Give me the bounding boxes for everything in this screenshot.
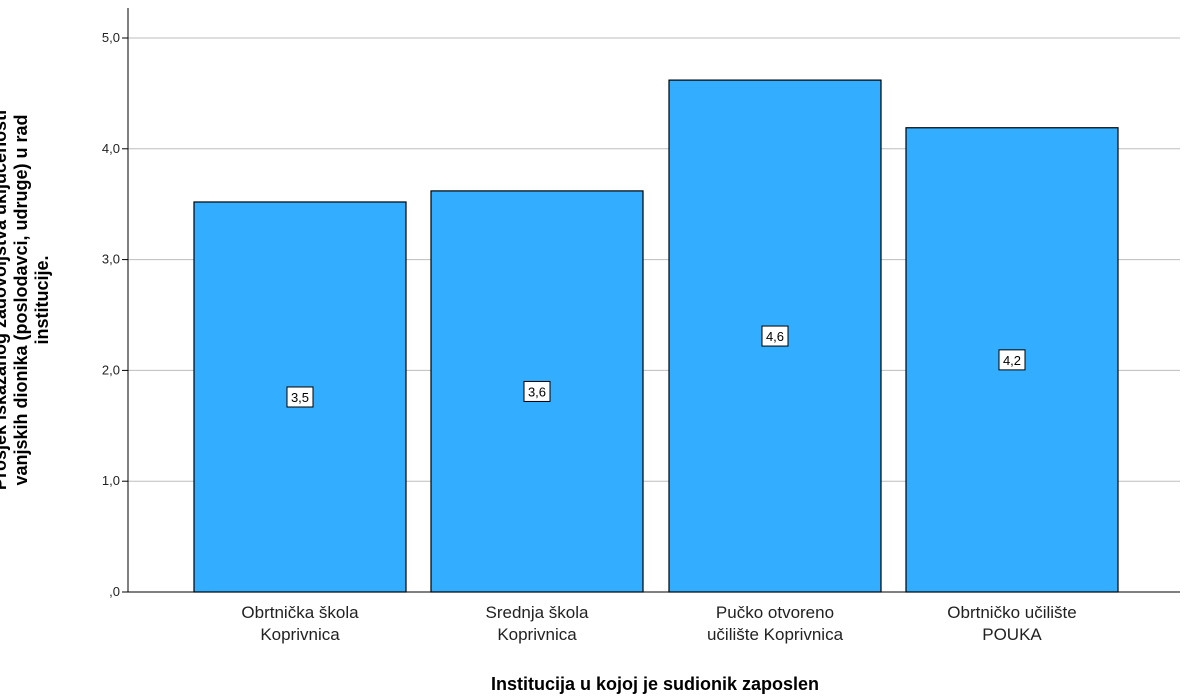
x-tick-label: Obrtnička škola [241, 603, 359, 622]
data-label: 4,2 [1003, 353, 1021, 368]
data-labels: 3,5 3,6 4,6 4,2 [286, 325, 1026, 408]
y-tick-label: 2,0 [102, 362, 120, 377]
data-label: 3,5 [291, 390, 309, 405]
x-tick-label: Srednja škola [485, 603, 589, 622]
data-label: 3,6 [528, 384, 546, 399]
x-axis-title: Institucija u kojoj je sudionik zaposlen [491, 674, 819, 694]
data-label-box [523, 380, 551, 402]
x-tick-label: Obrtničko učilište [947, 603, 1076, 622]
y-tick-label: 3,0 [102, 252, 120, 267]
x-tick-labels: Obrtnička škola Koprivnica Srednja škola Ko… [241, 603, 1076, 644]
bars [193, 79, 1119, 593]
axes [122, 8, 1180, 593]
x-tick-label: Pučko otvoreno [716, 603, 834, 622]
y-tick-label: ,0 [109, 584, 120, 599]
y-tick-label: 4,0 [102, 141, 120, 156]
y-tick-label: 5,0 [102, 30, 120, 45]
y-tick-label: 1,0 [102, 473, 120, 488]
data-label-box [761, 325, 789, 347]
x-tick-label: učilište Koprivnica [707, 625, 844, 644]
x-tick-label: Koprivnica [497, 625, 577, 644]
data-label-box [998, 349, 1026, 371]
x-tick-label: POUKA [982, 625, 1042, 644]
y-axis-title: Prosjek iskazanog zadovoljstva uključeno… [0, 110, 52, 490]
x-tick-label: Koprivnica [260, 625, 340, 644]
y-tick-labels: ,0 1,0 2,0 3,0 4,0 5,0 [102, 30, 120, 599]
data-label: 4,6 [766, 329, 784, 344]
data-label-box [286, 386, 314, 408]
